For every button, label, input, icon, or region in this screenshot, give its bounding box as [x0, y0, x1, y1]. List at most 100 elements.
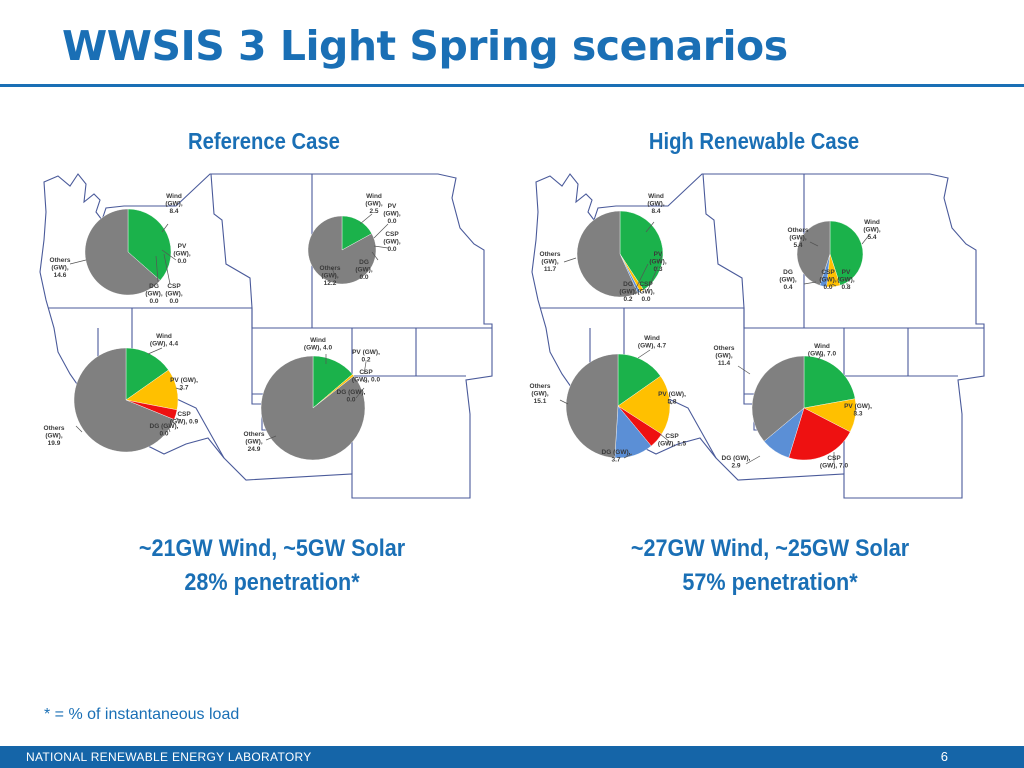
- footer-bar: NATIONAL RENEWABLE ENERGY LABORATORY 6: [0, 746, 1024, 768]
- data-label-wind: Wind (GW), 8.4: [165, 193, 183, 215]
- map-chart-high-renewable: Wind (GW), 8.4 PV (GW), 0.3 CSP (GW), 0.0 DG (GW),…: [530, 173, 985, 499]
- map-outline: [39, 173, 493, 499]
- data-label-pv: PV (GW), 0.0: [173, 243, 191, 265]
- pie-slice-wind: [803, 355, 856, 409]
- callout-leader: [363, 379, 367, 383]
- footnote: * = % of instantaneous load: [44, 706, 240, 723]
- data-label-others: Others (GW), 5.4: [788, 227, 809, 249]
- callout-leader: [831, 283, 837, 287]
- callout-leader: [175, 417, 181, 421]
- callout-leader: [355, 387, 365, 399]
- data-label-wind: Wind (GW), 2.5: [365, 193, 383, 215]
- data-label-others: Others (GW), 15.1: [530, 383, 551, 405]
- callout-leader: [667, 401, 673, 405]
- callout-leader: [563, 257, 577, 263]
- callout-leader: [363, 361, 367, 375]
- pie-slice-others: [84, 208, 161, 296]
- summary-high-renewable-line2: 57% penetration*: [682, 569, 858, 596]
- callout-leader: [637, 349, 651, 359]
- callout-leader: [809, 241, 819, 247]
- callout-leader: [623, 453, 633, 459]
- callout-leader: [69, 259, 87, 265]
- data-label-csp: CSP (GW), 0.0: [383, 231, 401, 253]
- callout-leader: [175, 387, 183, 391]
- data-label-pv: PV (GW), 0.0: [383, 203, 401, 225]
- data-label-wind: Wind (GW), 4.4: [150, 333, 179, 348]
- data-label-dg: DG (GW), 0.0: [145, 283, 163, 305]
- callout-leader: [737, 365, 751, 375]
- pie-slice-others: [260, 355, 366, 461]
- data-label-csp: CSP (GW), 0.9: [170, 411, 199, 426]
- callout-leader: [265, 435, 277, 441]
- callout-leader: [633, 263, 649, 293]
- data-label-wind: Wind (GW), 4.0: [304, 337, 333, 352]
- data-label-csp: CSP (GW), 0.0: [352, 369, 381, 384]
- callout-leader: [817, 353, 823, 361]
- data-label-pv: PV (GW), 3.3: [844, 403, 872, 418]
- region-boundary: [48, 307, 312, 329]
- data-label-others: Others (GW), 11.7: [540, 251, 561, 273]
- data-label-others: Others (GW), 12.2: [320, 265, 341, 287]
- pie-chart: [565, 353, 671, 459]
- data-label-dg: DG (GW), 0.0: [355, 259, 373, 281]
- pie-slice-others: [565, 353, 619, 459]
- callout-leader: [645, 221, 655, 233]
- summary-high-renewable: ~27GW Wind, ~25GW Solar 57% penetration*: [581, 532, 959, 600]
- callout-leader: [161, 223, 169, 233]
- panel-heading-reference: Reference Case: [188, 128, 340, 154]
- region-boundary: [540, 307, 804, 329]
- summary-reference-line2: 28% penetration*: [184, 569, 360, 596]
- data-label-wind: Wind (GW), 5.4: [863, 219, 881, 241]
- data-label-pv: PV (GW), 5.8: [658, 391, 686, 406]
- pie-chart: [796, 220, 864, 288]
- data-label-csp: CSP (GW), 0.0: [637, 281, 655, 303]
- pie-chart: [751, 355, 857, 461]
- data-label-pv: PV (GW), 0.3: [649, 251, 667, 273]
- data-label-dg: DG (GW), 2.9: [722, 455, 751, 470]
- title-underline: [0, 84, 1024, 87]
- callout-leader: [147, 347, 163, 355]
- data-label-others: Others (GW), 11.4: [714, 345, 735, 367]
- pie-slice-others: [751, 355, 805, 442]
- data-label-csp: CSP (GW), 7.0: [820, 455, 849, 470]
- data-label-dg: DG (GW), 3.7: [602, 449, 631, 464]
- page-number: 6: [940, 749, 948, 764]
- data-label-csp: CSP (GW), 0.0: [819, 269, 837, 291]
- slide-title: WWSIS 3 Light Spring scenarios: [62, 22, 788, 70]
- pie-slice-pv: [617, 375, 671, 435]
- data-label-pv: PV (GW), 0.8: [837, 269, 855, 291]
- data-label-wind: Wind (GW), 8.4: [647, 193, 665, 215]
- callout-leader: [75, 425, 83, 433]
- summary-reference: ~21GW Wind, ~5GW Solar 28% penetration*: [83, 532, 461, 600]
- callout-leader: [155, 255, 159, 283]
- panel-heading-high-renewable: High Renewable Case: [648, 128, 860, 154]
- pie-slice-wind: [829, 220, 864, 286]
- callout-leader: [163, 253, 171, 285]
- pie-chart: [576, 210, 664, 298]
- data-label-others: Others (GW), 24.9: [244, 431, 265, 453]
- callout-leader: [803, 281, 817, 285]
- callout-leader: [331, 267, 337, 279]
- callout-leader: [657, 255, 663, 263]
- map-outline: [531, 173, 985, 499]
- callout-leader: [861, 233, 871, 245]
- callout-leader: [373, 245, 389, 249]
- data-label-dg: DG (GW), 0.0: [150, 423, 179, 438]
- callout-leader: [559, 399, 569, 405]
- data-label-dg: DG (GW), 0.0: [337, 389, 366, 404]
- pie-slice-others: [796, 220, 831, 286]
- data-label-csp: CSP (GW), 0.0: [165, 283, 183, 305]
- data-label-dg: DG (GW), 0.4: [779, 269, 797, 291]
- pie-slice-wind: [617, 353, 661, 407]
- data-label-wind: Wind (GW), 4.7: [638, 335, 667, 350]
- callout-leader: [167, 425, 171, 433]
- data-label-pv: PV (GW), 0.2: [352, 349, 380, 364]
- callout-leader: [161, 249, 177, 261]
- data-label-others: Others (GW), 14.6: [50, 257, 71, 279]
- pie-slice-csp: [788, 407, 851, 461]
- data-label-wind: Wind (GW), 7.0: [808, 343, 837, 358]
- region-boundary: [210, 173, 253, 309]
- pie-chart: [84, 208, 172, 296]
- pie-slice-wind: [125, 347, 169, 401]
